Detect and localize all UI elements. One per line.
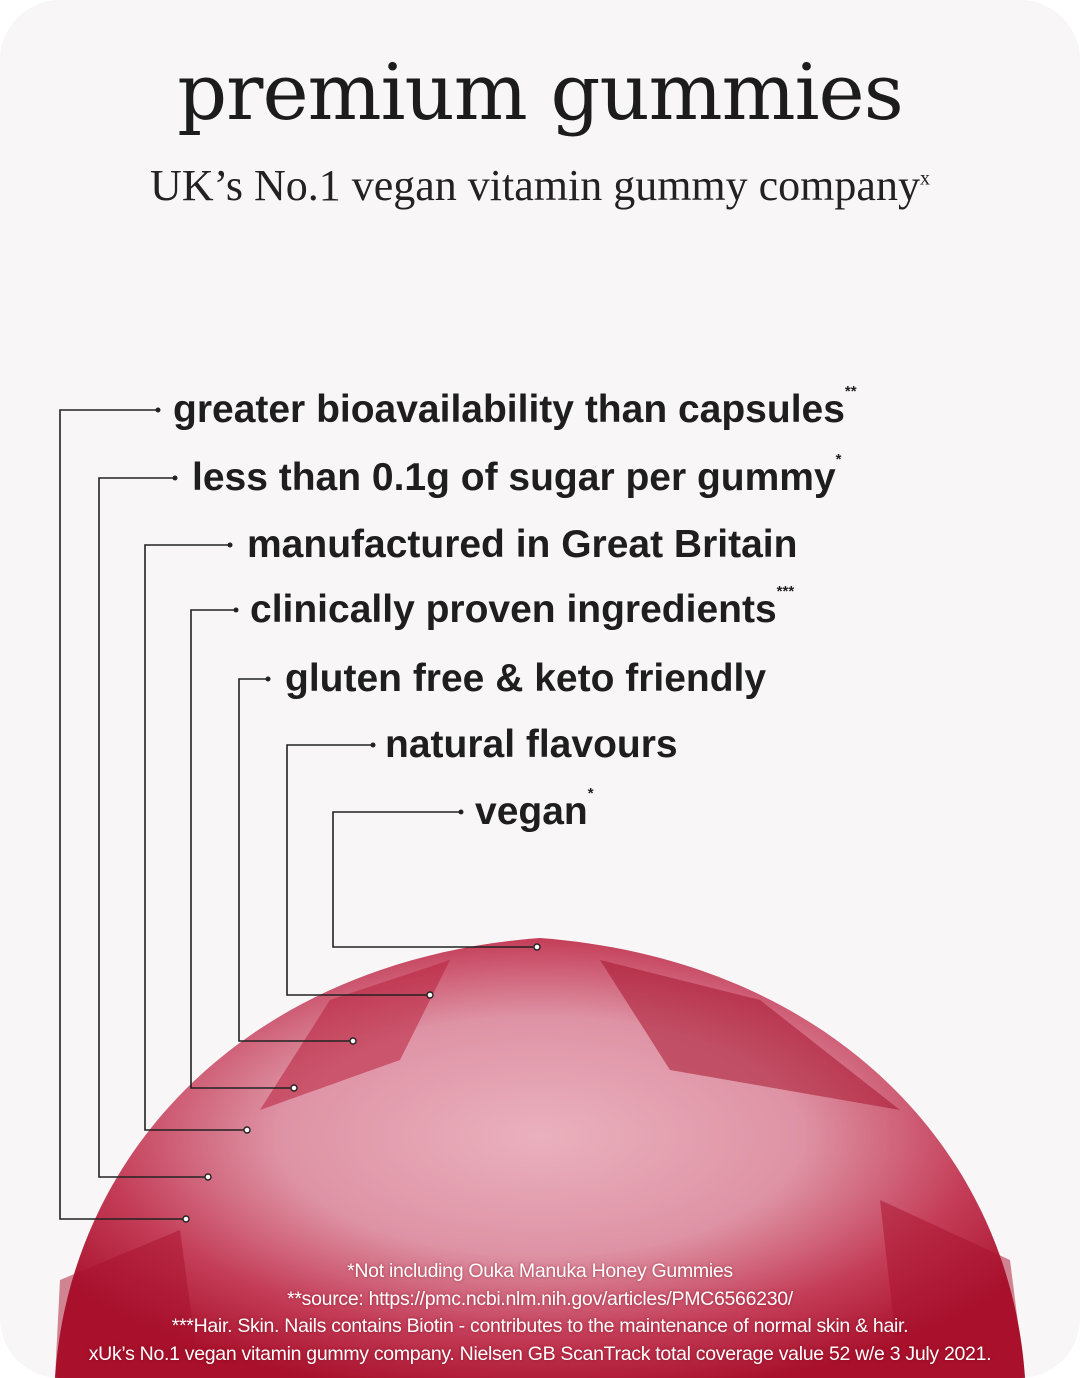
feature-text: manufactured in Great Britain [247, 523, 798, 566]
callout-end-dot [182, 1215, 190, 1223]
footnote-mark: * [835, 451, 842, 468]
callout-line [332, 811, 534, 948]
page-title: premium gummies [177, 48, 904, 138]
callout-line [286, 744, 427, 996]
footnote: xUk’s No.1 vegan vitamin gummy company. … [88, 1342, 992, 1365]
footnote-mark: *** [776, 583, 795, 600]
feature-label: manufactured in Great Britain [247, 525, 797, 564]
footnote: *Not including Ouka Manuka Honey Gummies [347, 1260, 733, 1282]
callout-dot [233, 607, 239, 613]
callout-end-dot [349, 1037, 357, 1045]
footnotes: *Not including Ouka Manuka Honey Gummies… [0, 1258, 1080, 1368]
callout-line [238, 678, 350, 1042]
callout-line [190, 609, 291, 1089]
feature-label: greater bioavailability than capsules** [173, 384, 857, 431]
feature-text: natural flavours [385, 723, 678, 766]
feature-label: gluten free & keto friendly [285, 659, 766, 698]
subtitle-text: UK’s No.1 vegan vitamin gummy company [150, 161, 920, 210]
footnote: ***Hair. Skin. Nails contains Biotin - c… [171, 1315, 909, 1337]
feature-label: vegan* [475, 786, 594, 833]
feature-text: clinically proven ingredients [250, 588, 777, 631]
feature-label: natural flavours [385, 725, 678, 764]
callout-end-dot [204, 1173, 212, 1181]
footnote-mark: ** [844, 383, 857, 400]
feature-text: gluten free & keto friendly [285, 657, 767, 700]
footnote-mark: * [587, 785, 594, 802]
callout-end-dot [243, 1126, 251, 1134]
feature-text: vegan [475, 790, 588, 833]
feature-label: less than 0.1g of sugar per gummy* [192, 452, 842, 499]
feature-text: less than 0.1g of sugar per gummy [192, 456, 836, 499]
subtitle: UK’s No.1 vegan vitamin gummy companyx [0, 160, 1080, 211]
callout-dot [227, 542, 233, 548]
subtitle-footnote-mark: x [919, 167, 930, 190]
feature-text: greater bioavailability than capsules [173, 388, 845, 431]
footnote: **source: https://pmc.ncbi.nlm.nih.gov/a… [287, 1287, 793, 1310]
callout-dot [370, 742, 376, 748]
callout-dot [172, 475, 178, 481]
callout-dot [155, 407, 161, 413]
callout-line [144, 544, 244, 1131]
callout-line [98, 477, 205, 1178]
callout-dot [458, 809, 464, 815]
callout-end-dot [290, 1084, 298, 1092]
callout-line [59, 409, 183, 1220]
callout-end-dot [533, 943, 541, 951]
callout-dot [265, 676, 271, 682]
feature-label: clinically proven ingredients*** [250, 584, 794, 631]
callout-end-dot [426, 991, 434, 999]
